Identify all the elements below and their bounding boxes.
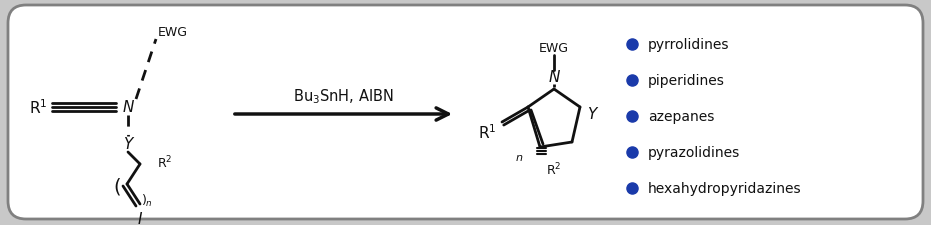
Text: )$_n$: )$_n$ (141, 192, 153, 208)
Text: N: N (122, 100, 134, 115)
Text: R$^2$: R$^2$ (157, 154, 173, 171)
Text: R$^2$: R$^2$ (546, 161, 561, 178)
Text: pyrrolidines: pyrrolidines (648, 38, 730, 52)
Text: (: ( (114, 177, 121, 196)
Text: piperidines: piperidines (648, 74, 725, 88)
Text: EWG: EWG (539, 41, 569, 54)
Text: hexahydropyridazines: hexahydropyridazines (648, 181, 802, 195)
Text: pyrazolidines: pyrazolidines (648, 145, 740, 159)
Text: N: N (548, 70, 560, 85)
Text: Bu$_3$SnH, AIBN: Bu$_3$SnH, AIBN (293, 87, 394, 106)
Text: R$^1$: R$^1$ (478, 123, 496, 142)
FancyBboxPatch shape (8, 6, 923, 219)
Text: n: n (516, 152, 523, 162)
Text: azepanes: azepanes (648, 110, 714, 124)
Text: I: I (138, 212, 142, 225)
Text: R$^1$: R$^1$ (29, 98, 47, 117)
Text: Y: Y (587, 107, 597, 122)
Text: Y: Y (123, 137, 133, 152)
Text: EWG: EWG (158, 25, 188, 38)
